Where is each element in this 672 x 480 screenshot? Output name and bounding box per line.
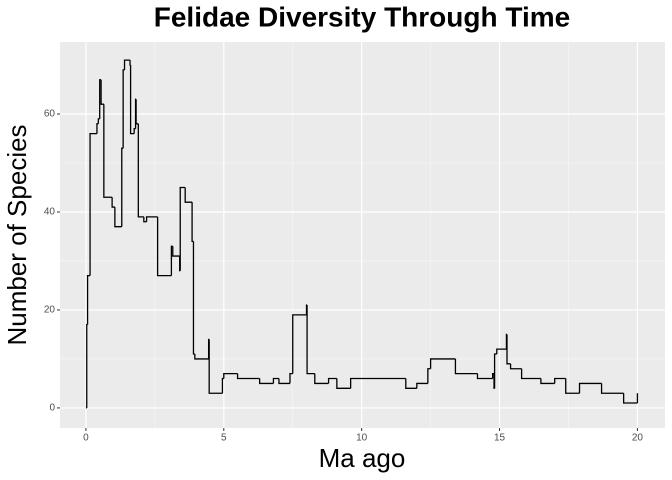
step-segment bbox=[111, 197, 115, 208]
step-segment bbox=[622, 393, 638, 404]
step-segment bbox=[145, 216, 158, 222]
y-axis-title: Number of Species bbox=[2, 124, 32, 345]
step-segment bbox=[258, 378, 274, 385]
step-segment bbox=[223, 372, 238, 379]
panel bbox=[60, 42, 665, 428]
step-segment bbox=[129, 60, 131, 66]
step-segment bbox=[476, 373, 493, 380]
step-segment bbox=[327, 377, 337, 384]
x-tick-label: 15 bbox=[494, 433, 506, 444]
y-tick-label: 20 bbox=[44, 305, 56, 316]
x-tick-label: 5 bbox=[221, 433, 227, 444]
step-segment bbox=[554, 377, 566, 384]
step-segment bbox=[289, 372, 293, 384]
step-segment bbox=[100, 79, 104, 105]
step-segment bbox=[416, 382, 428, 389]
step-segment bbox=[129, 65, 135, 135]
step-segment bbox=[493, 353, 497, 389]
step-segment bbox=[509, 363, 522, 370]
step-segment bbox=[427, 368, 431, 384]
x-axis-title: Ma ago bbox=[319, 443, 406, 473]
step-segment bbox=[405, 378, 417, 389]
step-segment bbox=[272, 377, 279, 384]
step-segment bbox=[506, 334, 511, 365]
step-segment bbox=[156, 216, 172, 277]
step-segment bbox=[278, 378, 290, 385]
step-segment bbox=[172, 246, 180, 257]
step-segment bbox=[137, 123, 144, 218]
step-segment bbox=[236, 373, 260, 380]
x-tick-label: 0 bbox=[83, 433, 89, 444]
y-tick-label: 60 bbox=[44, 109, 56, 120]
step-segment bbox=[565, 378, 580, 394]
step-segment bbox=[143, 216, 147, 223]
step-segment bbox=[292, 314, 307, 374]
step-segment bbox=[429, 358, 456, 369]
y-tick-label: 0 bbox=[49, 403, 55, 414]
y-tick-label: 40 bbox=[44, 207, 56, 218]
step-segment bbox=[184, 187, 193, 203]
step-segment bbox=[600, 383, 624, 394]
step-segment bbox=[496, 348, 507, 355]
step-segment bbox=[208, 339, 223, 394]
x-tick-label: 20 bbox=[632, 433, 644, 444]
step-segment bbox=[349, 377, 406, 389]
step-segment bbox=[123, 59, 131, 70]
chart-title: Felidae Diversity Through Time bbox=[154, 1, 570, 32]
step-segment bbox=[336, 378, 351, 389]
step-segment bbox=[520, 368, 541, 380]
step-segment bbox=[454, 358, 478, 375]
step-segment bbox=[114, 207, 122, 228]
step-segment bbox=[86, 275, 91, 325]
step-segment bbox=[306, 305, 315, 375]
step-segment bbox=[540, 378, 555, 385]
step-segment bbox=[314, 373, 329, 385]
step-segment bbox=[179, 186, 186, 271]
step-segment bbox=[135, 99, 139, 125]
step-segment bbox=[89, 132, 97, 276]
step-segment bbox=[194, 354, 209, 360]
x-tick-label: 10 bbox=[356, 433, 368, 444]
step-segment bbox=[103, 104, 113, 198]
step-segment bbox=[578, 382, 602, 394]
